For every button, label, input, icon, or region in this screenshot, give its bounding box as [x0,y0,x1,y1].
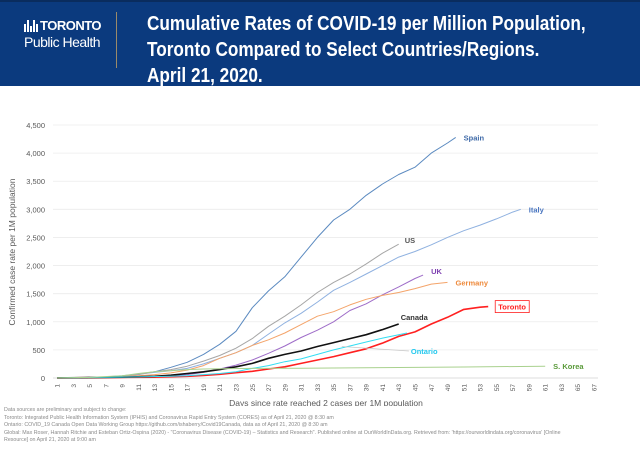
toronto-public-health-logo: TORONTO Public Health [24,18,102,50]
note-line: Ontario: COVID_19 Canada Open Data Worki… [4,422,328,429]
y-tick-label: 0 [41,374,45,383]
header-divider [116,12,117,68]
x-tick-label: 41 [380,384,387,392]
page-title: Cumulative Rates of COVID-19 per Million… [147,11,586,89]
y-tick-label: 3,500 [26,177,45,186]
x-tick-label: 53 [478,384,485,392]
x-tick-label: 19 [201,384,208,392]
series-line-uk [56,274,424,379]
note-line: Data sources are preliminary and subject… [4,407,127,413]
toronto-label-box [494,300,530,313]
y-tick-label: 4,500 [26,121,45,130]
series-label-us: US [405,236,415,245]
title-line-2: Toronto Compared to Select Countries/Reg… [147,39,540,61]
x-tick-label: 25 [250,384,257,392]
x-tick-label: 29 [282,384,289,392]
x-tick-label: 1 [55,384,62,388]
x-axis-title: Days since rate reached 2 cases per 1M p… [229,398,423,406]
x-tick-label: 23 [234,384,241,392]
ontario-leader-line [341,346,409,352]
x-tick-label: 5 [87,384,94,388]
series-line-toronto [56,305,489,379]
series-label-italy: Italy [529,205,545,214]
x-tick-label: 57 [510,384,517,392]
series-line-us [56,243,399,379]
x-tick-label: 37 [347,384,354,392]
y-tick-label: 1,500 [26,290,45,299]
y-tick-label: 1,000 [26,318,45,327]
series-label-skorea: S. Korea [553,362,584,371]
title-line-1: Cumulative Rates of COVID-19 per Million… [147,13,586,35]
x-tick-label: 51 [461,384,468,392]
x-tick-label: 31 [299,384,306,392]
x-tick-label: 67 [592,384,599,392]
x-tick-label: 21 [217,384,224,392]
x-tick-label: 13 [152,384,159,392]
series-label-uk: UK [431,267,442,276]
x-tick-label: 59 [526,384,533,392]
x-tick-label: 45 [413,384,420,392]
series-label-canada: Canada [401,313,429,322]
logo-sub-text: Public Health [24,34,101,50]
note-line: Toronto: Integrated Public Health Inform… [4,414,334,421]
x-tick-label: 47 [429,384,436,392]
series-label-germany: Germany [456,278,489,287]
logo-top-text: TORONTO [40,18,102,33]
x-tick-label: 11 [136,384,143,391]
city-hall-icon [24,19,38,32]
x-tick-label: 61 [543,384,550,392]
x-tick-label: 35 [331,384,338,392]
y-tick-label: 2,500 [26,233,45,242]
x-tick-label: 33 [315,384,322,392]
series-line-germany [56,281,448,379]
x-tick-label: 9 [120,384,127,388]
x-tick-label: 49 [445,384,452,392]
title-line-3: April 21, 2020. [147,65,263,87]
x-tick-label: 17 [185,384,192,392]
series-line-canada [56,323,399,379]
data-source-notes: Data sources are preliminary and subject… [4,407,561,445]
series-line-ontario [56,332,408,379]
x-tick-label: 55 [494,384,501,392]
x-tick-label: 27 [266,384,273,392]
note-line: Global: Max Roser, Hannah Ritchie and Es… [4,429,561,436]
header-banner: TORONTO Public Health Cumulative Rates o… [0,0,640,89]
y-axis-title: Confirmed case rate per 1M population [7,178,17,325]
series-line-skorea [56,365,546,379]
y-tick-label: 2,000 [26,262,45,271]
x-tick-label: 3 [71,384,78,388]
y-tick-label: 500 [32,346,45,355]
x-tick-label: 43 [396,384,403,392]
x-tick-label: 15 [168,384,175,392]
line-chart: 0 500 1,000 1,500 2,000 2,500 3,000 3,500 4,000 4… [7,121,599,406]
note-line: Resource] on April 21, 2020 at 9:00 am [4,437,96,444]
x-tick-label: 65 [575,384,582,392]
y-tick-label: 4,000 [26,149,45,158]
x-tick-label: 63 [559,384,566,392]
x-tick-label: 39 [364,384,371,392]
x-tick-label: 7 [103,384,110,388]
y-tick-label: 3,000 [26,205,45,214]
series-line-spain [56,136,456,379]
series-label-ontario: Ontario [411,347,438,356]
series-label-spain: Spain [464,133,485,142]
series-label-toronto: Toronto [498,303,526,312]
